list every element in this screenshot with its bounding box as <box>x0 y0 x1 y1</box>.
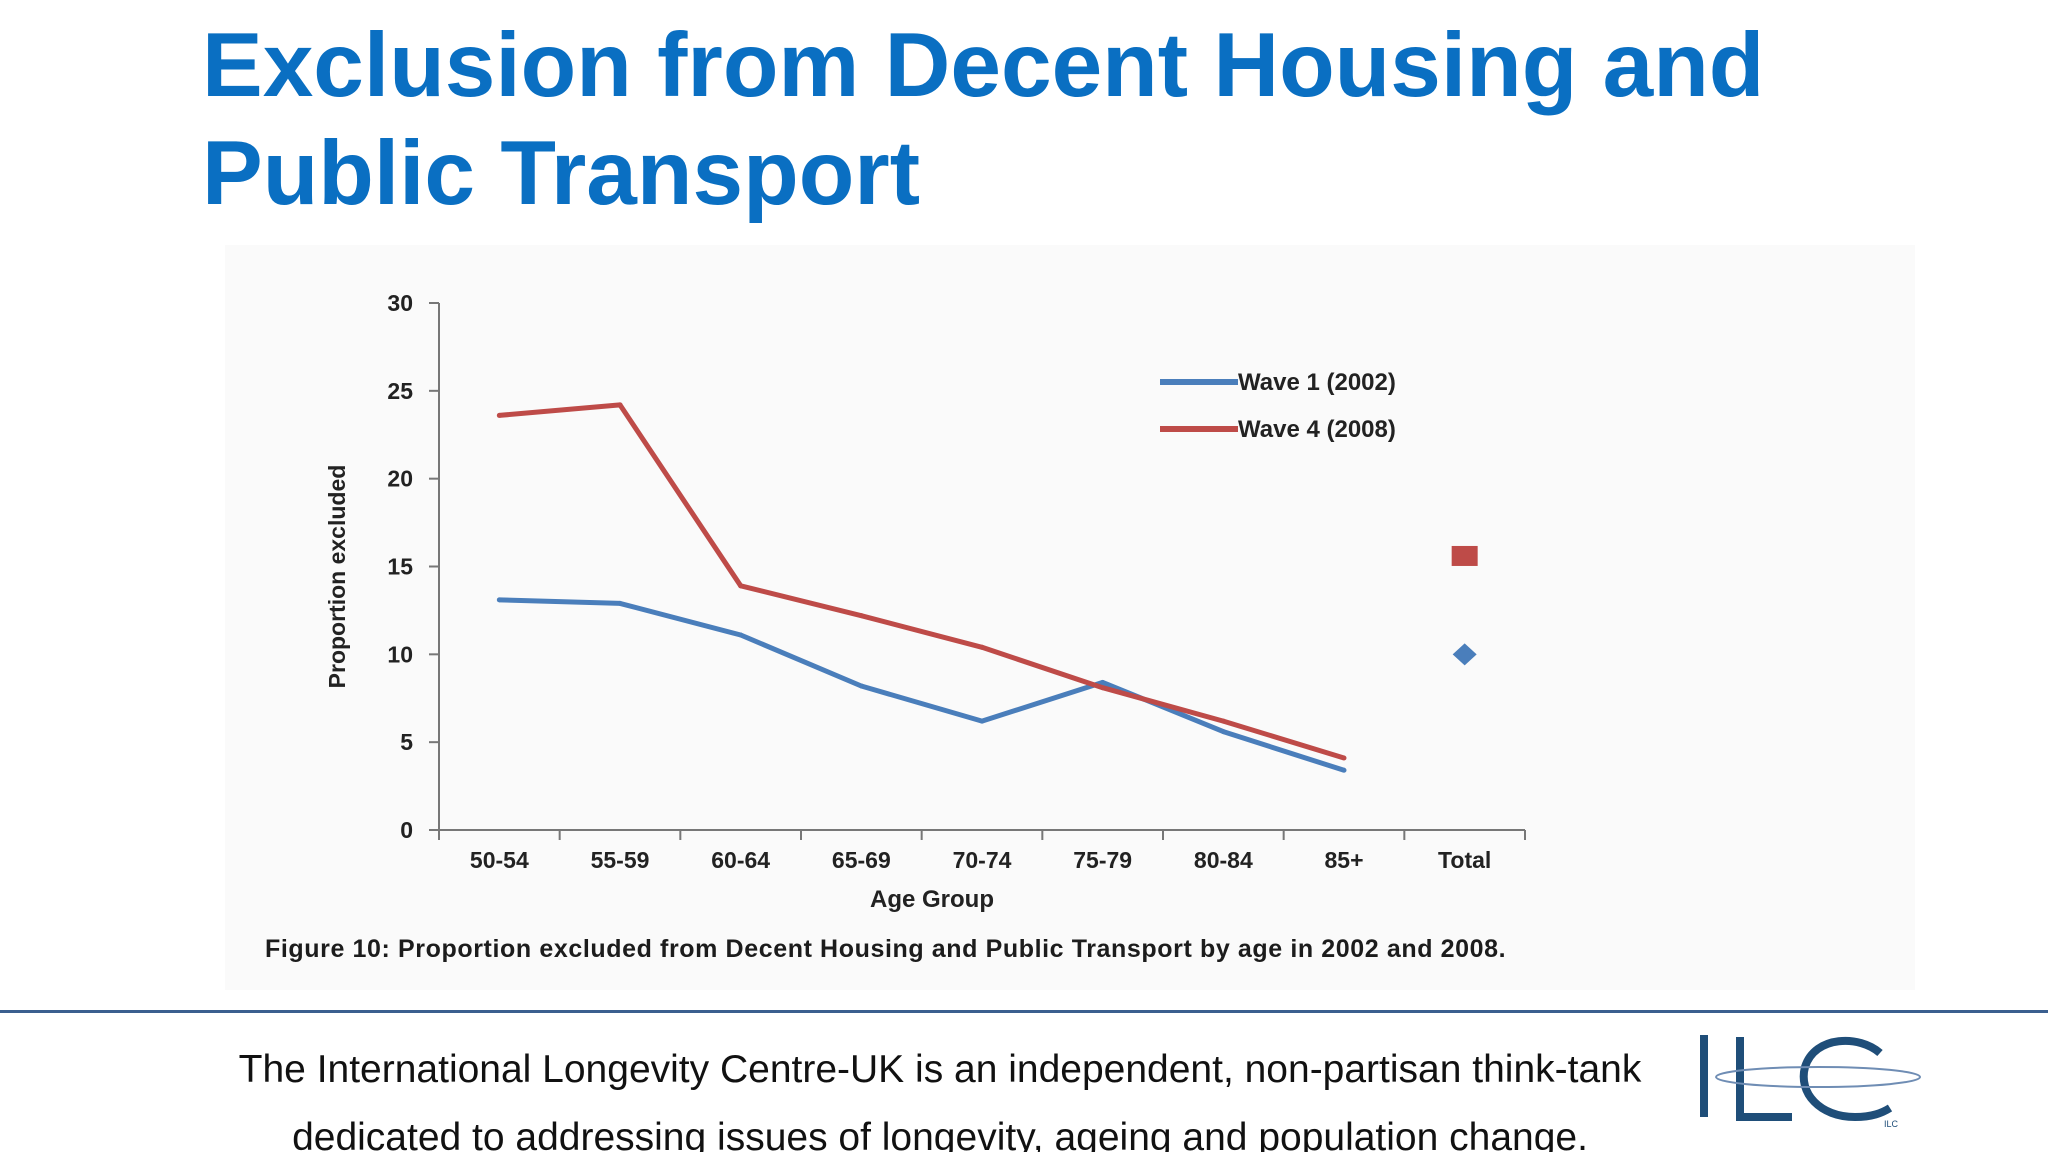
figure-caption: Figure 10: Proportion excluded from Dece… <box>265 935 1507 963</box>
legend-label: Wave 4 (2008) <box>1238 416 1396 443</box>
logo-letter-l <box>1736 1037 1792 1121</box>
data-point <box>979 644 985 650</box>
footer-line-2: dedicated to addressing issues of longev… <box>292 1116 1588 1152</box>
footer-divider <box>0 1010 2048 1013</box>
data-point <box>979 718 985 724</box>
total-marker <box>1451 545 1478 566</box>
total-marker <box>1452 643 1477 666</box>
data-point <box>1220 718 1226 724</box>
x-tick-label: 60-64 <box>711 847 770 873</box>
x-tick-label: 80-84 <box>1194 847 1253 873</box>
x-tick-label: 50-54 <box>470 847 529 873</box>
series-line <box>499 402 1345 761</box>
x-axis-title: Age Group <box>870 886 994 913</box>
y-tick-label: 20 <box>387 466 413 492</box>
logo-text: ILC <box>1884 1119 1899 1129</box>
data-point <box>738 583 744 589</box>
y-tick-label: 25 <box>387 378 413 404</box>
data-point <box>617 402 623 408</box>
series-line <box>499 597 1345 773</box>
data-point <box>858 683 864 689</box>
y-tick-label: 5 <box>400 729 413 755</box>
line-chart: 0 5 10 15 20 25 30 50-54 55-59 60-64 65-69 70-74 75-… <box>324 290 1526 913</box>
x-tick-label: 65-69 <box>832 847 891 873</box>
footer-description: The International Longevity Centre-UK is… <box>200 1036 1680 1152</box>
data-point <box>858 613 864 619</box>
logo-letter-c <box>1799 1036 1893 1122</box>
legend-label: Wave 1 (2002) <box>1238 369 1396 396</box>
y-tick-label: 10 <box>387 641 413 667</box>
x-tick-label: 55-59 <box>591 847 650 873</box>
data-point <box>617 600 623 606</box>
logo-letter-i <box>1700 1035 1708 1117</box>
data-point <box>496 597 502 603</box>
data-point <box>1341 767 1347 773</box>
data-point <box>738 632 744 638</box>
x-tick-label: 70-74 <box>953 847 1012 873</box>
data-point <box>1220 729 1226 735</box>
logo-swoosh <box>1715 1066 1921 1088</box>
x-tick-label: Total <box>1438 847 1491 873</box>
y-tick-label: 15 <box>387 554 413 580</box>
data-point <box>1100 679 1106 685</box>
y-tick-label: 0 <box>400 817 413 843</box>
x-tick-label: 75-79 <box>1073 847 1132 873</box>
chart-panel: 0 5 10 15 20 25 30 50-54 55-59 60-64 65-69 70-74 75-… <box>225 245 1915 990</box>
ilc-logo: ILC <box>1700 1035 1921 1129</box>
x-tick-label: 85+ <box>1324 847 1363 873</box>
footer-line-1: The International Longevity Centre-UK is… <box>238 1048 1642 1091</box>
slide-title: Exclusion from Decent Housing and Public… <box>202 15 1765 224</box>
y-tick-label: 30 <box>387 290 413 316</box>
data-point <box>1341 755 1347 761</box>
data-point <box>496 412 502 418</box>
data-point <box>1100 685 1106 691</box>
y-axis-title: Proportion excluded <box>324 465 350 689</box>
